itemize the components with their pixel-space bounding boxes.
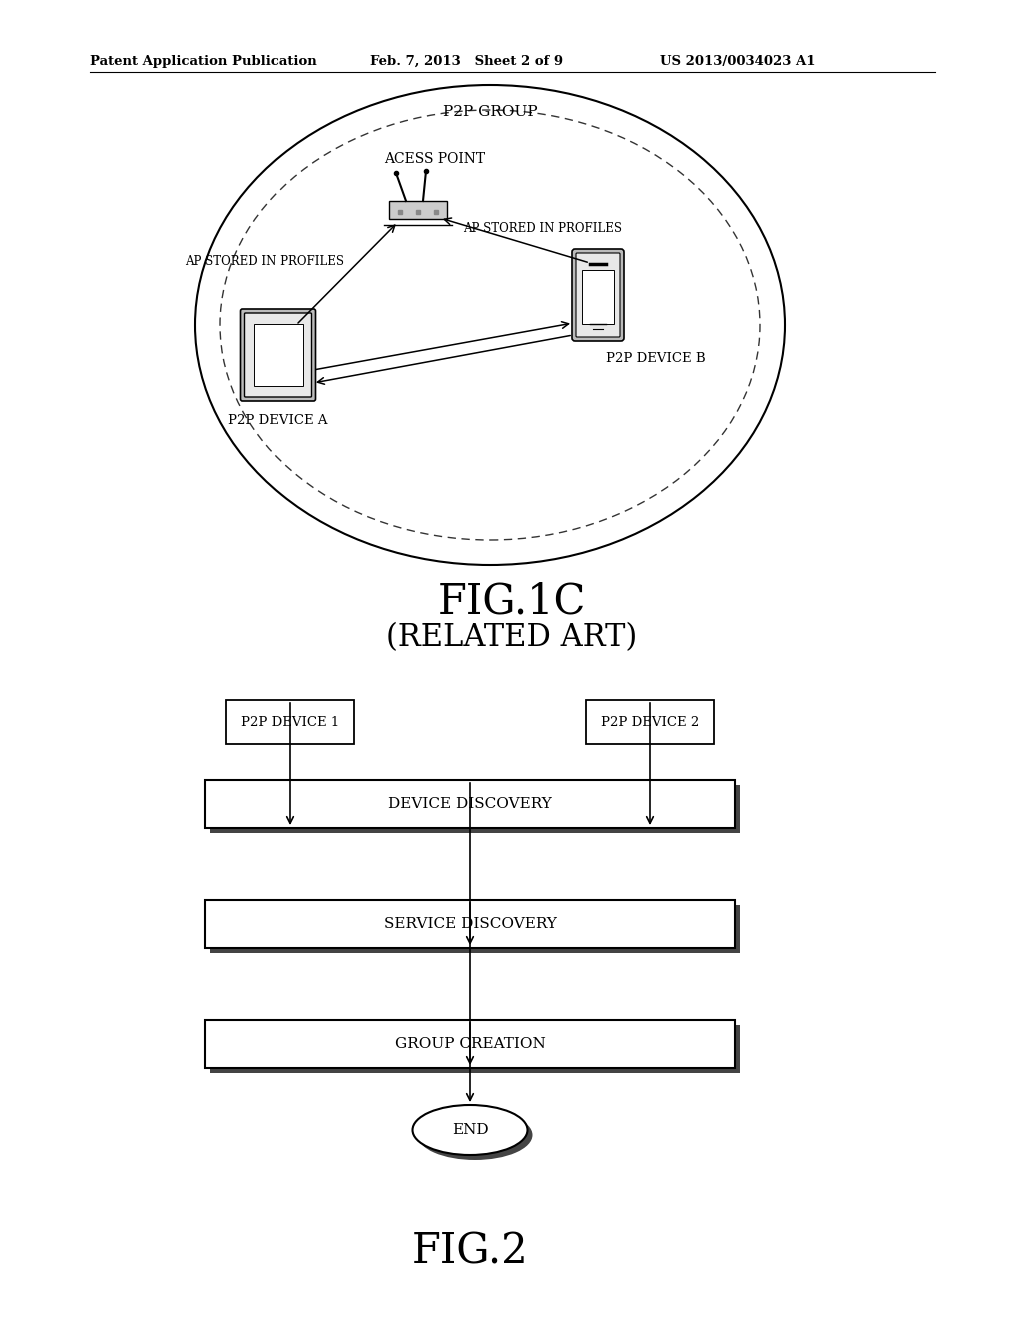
Text: Patent Application Publication: Patent Application Publication bbox=[90, 55, 316, 69]
Text: AP STORED IN PROFILES: AP STORED IN PROFILES bbox=[463, 222, 622, 235]
Text: P2P GROUP: P2P GROUP bbox=[442, 106, 538, 119]
Bar bbox=[226, 700, 354, 744]
Bar bbox=[205, 900, 735, 948]
Text: GROUP CREATION: GROUP CREATION bbox=[394, 1038, 546, 1051]
FancyBboxPatch shape bbox=[245, 313, 311, 397]
Text: AP STORED IN PROFILES: AP STORED IN PROFILES bbox=[185, 255, 344, 268]
Text: P2P DEVICE B: P2P DEVICE B bbox=[606, 352, 706, 366]
Ellipse shape bbox=[418, 1110, 532, 1160]
Bar bbox=[582, 271, 614, 323]
FancyBboxPatch shape bbox=[572, 249, 624, 341]
Text: SERVICE DISCOVERY: SERVICE DISCOVERY bbox=[384, 917, 556, 931]
Text: END: END bbox=[452, 1123, 488, 1137]
Bar bbox=[389, 201, 447, 219]
Text: P2P DEVICE 2: P2P DEVICE 2 bbox=[601, 715, 699, 729]
Bar bbox=[210, 1026, 740, 1073]
Text: US 2013/0034023 A1: US 2013/0034023 A1 bbox=[660, 55, 815, 69]
Text: FIG.1C: FIG.1C bbox=[438, 579, 586, 622]
Text: P2P DEVICE 1: P2P DEVICE 1 bbox=[241, 715, 339, 729]
Ellipse shape bbox=[413, 1105, 527, 1155]
FancyBboxPatch shape bbox=[575, 253, 620, 337]
Text: DEVICE DISCOVERY: DEVICE DISCOVERY bbox=[388, 797, 552, 810]
Text: FIG.2: FIG.2 bbox=[412, 1230, 528, 1272]
Text: ACESS POINT: ACESS POINT bbox=[384, 152, 485, 166]
Bar bbox=[254, 323, 302, 385]
Text: (RELATED ART): (RELATED ART) bbox=[386, 622, 638, 653]
Text: Feb. 7, 2013   Sheet 2 of 9: Feb. 7, 2013 Sheet 2 of 9 bbox=[370, 55, 563, 69]
FancyBboxPatch shape bbox=[241, 309, 315, 401]
Text: P2P DEVICE A: P2P DEVICE A bbox=[228, 414, 328, 426]
Bar bbox=[210, 906, 740, 953]
Bar bbox=[205, 780, 735, 828]
Bar bbox=[586, 700, 714, 744]
Bar bbox=[205, 1020, 735, 1068]
Bar bbox=[210, 785, 740, 833]
